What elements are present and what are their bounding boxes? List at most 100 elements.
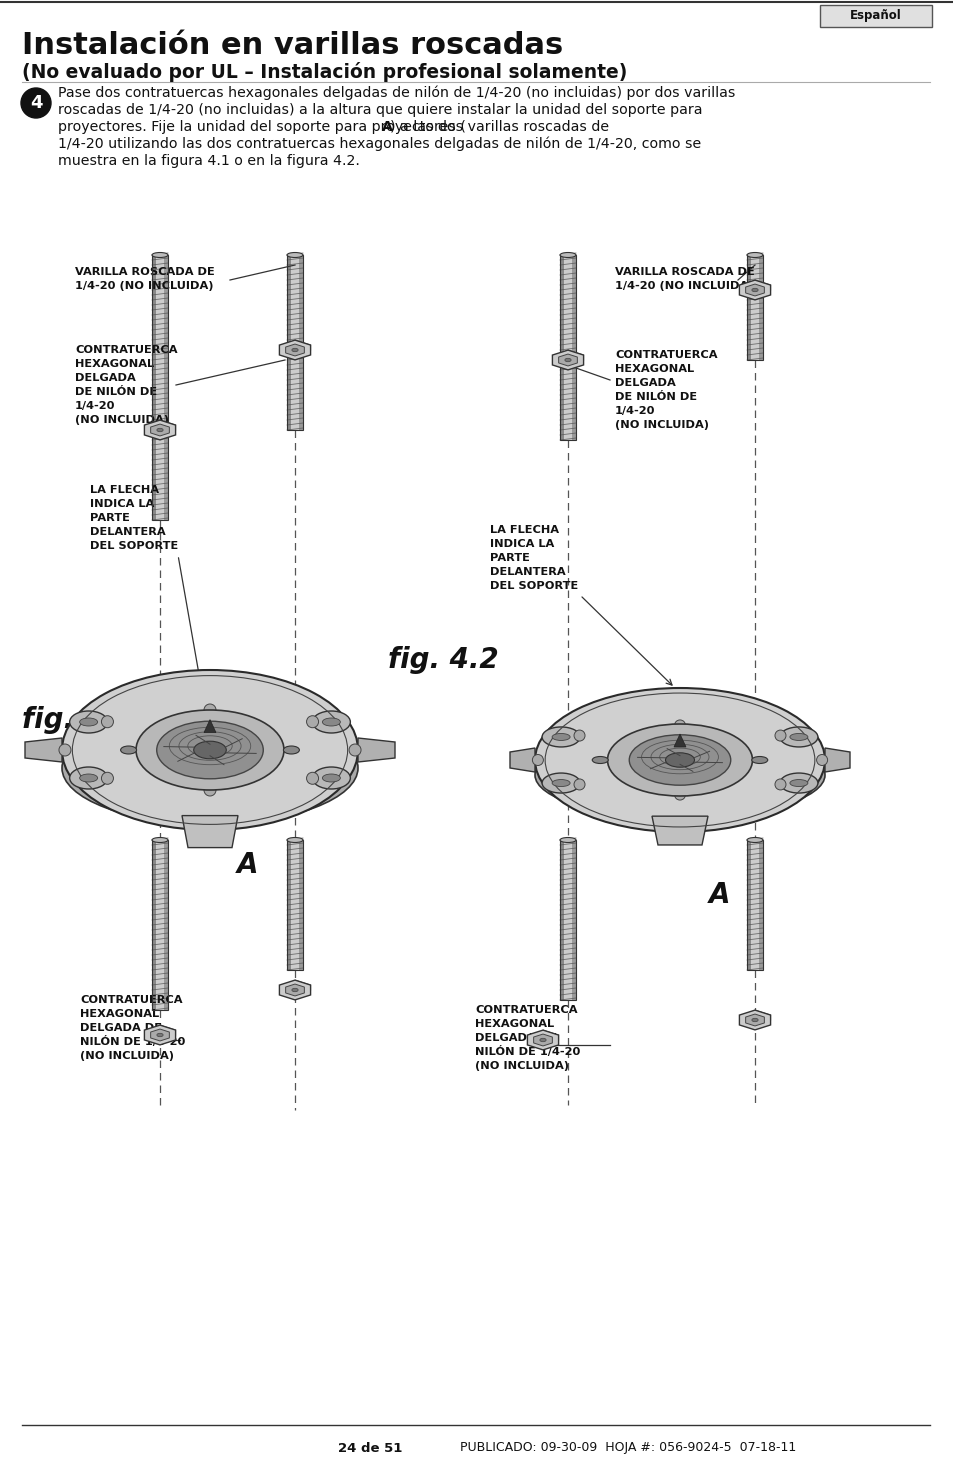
Text: DELANTERA: DELANTERA [90, 527, 166, 537]
Bar [559, 255, 576, 440]
Circle shape [532, 755, 543, 766]
Ellipse shape [156, 428, 163, 432]
Text: HEXAGONAL: HEXAGONAL [75, 358, 154, 369]
Circle shape [101, 773, 113, 785]
Polygon shape [160, 1025, 175, 1035]
Polygon shape [533, 1034, 552, 1046]
Text: muestra en la figura 4.1 o en la figura 4.2.: muestra en la figura 4.1 o en la figura … [58, 153, 359, 168]
Ellipse shape [552, 780, 570, 786]
Text: PARTE: PARTE [490, 553, 529, 563]
Bar [156, 255, 164, 521]
Text: DELGADA: DELGADA [75, 373, 135, 384]
Text: HEXAGONAL: HEXAGONAL [475, 1019, 554, 1030]
Circle shape [574, 779, 584, 791]
Ellipse shape [665, 752, 694, 767]
Text: VARILLA ROSCADA DE: VARILLA ROSCADA DE [75, 267, 214, 277]
Ellipse shape [564, 358, 571, 361]
Polygon shape [25, 738, 62, 763]
Bar [750, 839, 759, 971]
Ellipse shape [156, 1034, 163, 1037]
Text: 1/4-20: 1/4-20 [615, 406, 655, 416]
Circle shape [349, 743, 360, 757]
Text: 1/4-20 utilizando las dos contratuercas hexagonales delgadas de nilón de 1/4-20,: 1/4-20 utilizando las dos contratuercas … [58, 137, 700, 152]
Ellipse shape [312, 711, 350, 733]
Ellipse shape [292, 348, 298, 351]
Ellipse shape [136, 709, 284, 791]
Text: (NO INCLUIDA): (NO INCLUIDA) [75, 414, 169, 425]
Polygon shape [357, 738, 395, 763]
Text: fig. 4.1: fig. 4.1 [22, 707, 132, 735]
Ellipse shape [780, 727, 817, 746]
Polygon shape [294, 341, 311, 351]
Bar [559, 255, 563, 440]
Polygon shape [279, 979, 311, 1000]
Bar [746, 839, 750, 971]
Ellipse shape [152, 252, 168, 258]
Text: PUBLICADO: 09-30-09  HOJA #: 056-9024-5  07-18-11: PUBLICADO: 09-30-09 HOJA #: 056-9024-5 0… [459, 1441, 796, 1454]
Ellipse shape [70, 767, 108, 789]
Polygon shape [151, 1030, 170, 1041]
Bar [759, 839, 762, 971]
Text: INDICA LA: INDICA LA [490, 538, 554, 549]
Text: fig. 4.2: fig. 4.2 [388, 646, 498, 674]
Bar [152, 839, 168, 1010]
Circle shape [774, 779, 785, 791]
Ellipse shape [541, 773, 579, 794]
Text: DELGADA DE: DELGADA DE [80, 1024, 162, 1032]
Text: Pase dos contratuercas hexagonales delgadas de nilón de 1/4-20 (no incluidas) po: Pase dos contratuercas hexagonales delga… [58, 86, 735, 100]
Text: A: A [237, 851, 258, 879]
Polygon shape [651, 816, 707, 845]
Text: (NO INCLUIDA): (NO INCLUIDA) [80, 1052, 173, 1061]
Text: DE NILÓN DE: DE NILÓN DE [615, 392, 697, 403]
Text: (No evaluado por UL – Instalación profesional solamente): (No evaluado por UL – Instalación profes… [22, 62, 627, 83]
Text: 24 de 51: 24 de 51 [337, 1441, 402, 1454]
Ellipse shape [62, 670, 357, 830]
Text: proyectores. Fije la unidad del soporte para proyectores (: proyectores. Fije la unidad del soporte … [58, 119, 465, 134]
Ellipse shape [193, 742, 226, 758]
Polygon shape [285, 984, 304, 996]
Circle shape [306, 773, 318, 785]
Text: LA FLECHA: LA FLECHA [90, 485, 159, 496]
Ellipse shape [322, 718, 340, 726]
Bar [750, 255, 759, 360]
Text: DELANTERA: DELANTERA [490, 566, 565, 577]
Bar [291, 839, 298, 971]
Ellipse shape [539, 1038, 545, 1041]
Ellipse shape [283, 746, 299, 754]
Text: (NO INCLUIDA): (NO INCLUIDA) [475, 1061, 568, 1071]
Text: 1/4-20 (NO INCLUIDA): 1/4-20 (NO INCLUIDA) [615, 282, 753, 291]
Ellipse shape [535, 687, 824, 832]
Polygon shape [567, 350, 583, 360]
Circle shape [306, 715, 318, 727]
Text: ) a las dos varillas roscadas de: ) a las dos varillas roscadas de [389, 119, 608, 134]
Ellipse shape [292, 988, 298, 991]
Text: CONTRATUERCA: CONTRATUERCA [80, 996, 182, 1004]
Polygon shape [739, 280, 770, 299]
Text: PARTE: PARTE [90, 513, 130, 524]
Bar [152, 255, 168, 521]
Text: CONTRATUERCA: CONTRATUERCA [475, 1004, 577, 1015]
Ellipse shape [751, 288, 758, 292]
Bar [287, 839, 303, 971]
Polygon shape [160, 420, 175, 431]
Polygon shape [151, 423, 170, 437]
FancyBboxPatch shape [820, 4, 931, 27]
Text: A: A [708, 881, 730, 909]
Ellipse shape [607, 724, 752, 797]
Ellipse shape [789, 733, 807, 740]
Text: (NO INCLUIDA): (NO INCLUIDA) [615, 420, 708, 431]
Ellipse shape [780, 773, 817, 794]
Polygon shape [754, 1010, 770, 1021]
Ellipse shape [559, 252, 576, 258]
Circle shape [204, 785, 215, 796]
Bar [559, 839, 563, 1000]
Ellipse shape [746, 838, 762, 842]
Circle shape [774, 730, 785, 740]
Bar [563, 255, 572, 440]
Circle shape [816, 755, 827, 766]
Text: 1/4-20: 1/4-20 [75, 401, 115, 412]
Ellipse shape [70, 711, 108, 733]
Bar [156, 839, 164, 1010]
Polygon shape [285, 344, 304, 355]
Text: 4: 4 [30, 94, 42, 112]
